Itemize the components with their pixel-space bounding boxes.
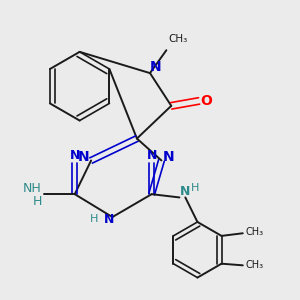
Text: N: N: [146, 149, 157, 162]
Text: H: H: [191, 183, 199, 193]
Text: H: H: [90, 214, 99, 224]
Text: N: N: [163, 149, 175, 164]
Text: N: N: [104, 213, 114, 226]
Text: CH₃: CH₃: [245, 260, 263, 270]
Text: N: N: [70, 149, 80, 162]
Text: N: N: [150, 60, 162, 74]
Text: H: H: [33, 195, 42, 208]
Text: N: N: [78, 149, 90, 164]
Text: O: O: [200, 94, 212, 108]
Text: N: N: [180, 185, 190, 198]
Text: CH₃: CH₃: [245, 226, 263, 237]
Text: NH: NH: [22, 182, 41, 195]
Text: CH₃: CH₃: [168, 34, 187, 44]
